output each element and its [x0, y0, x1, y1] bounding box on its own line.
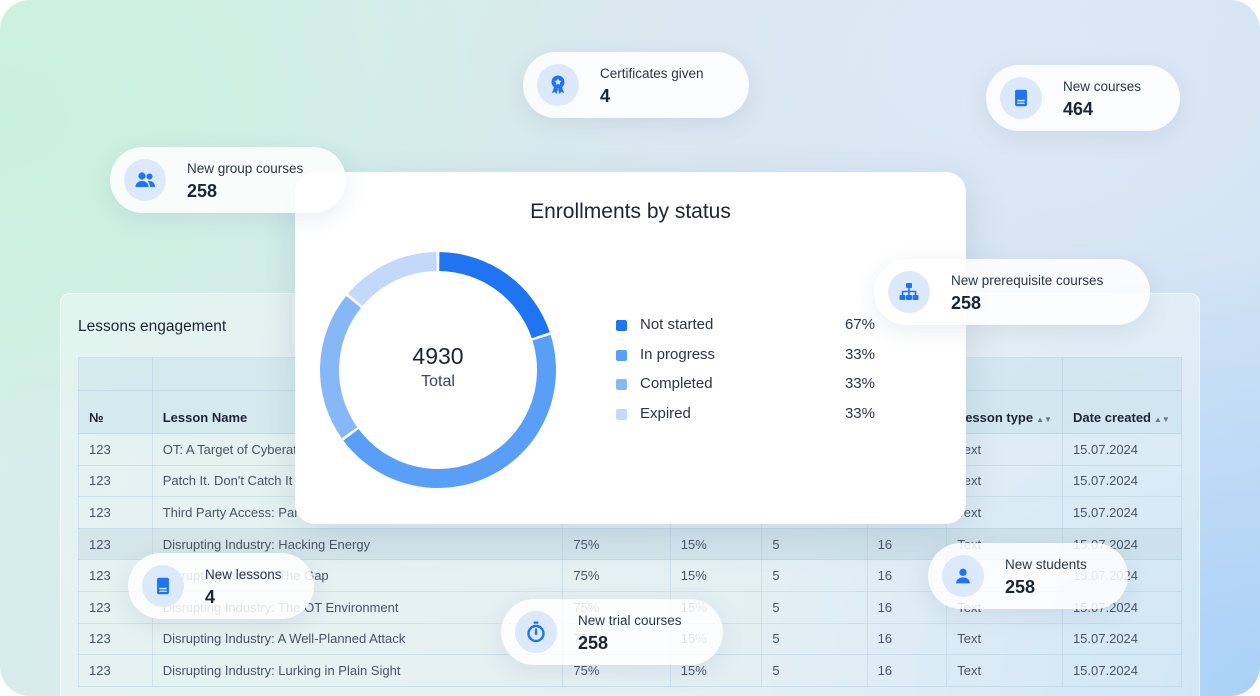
cell-c4: 16 [866, 654, 948, 687]
total-label: Total [421, 373, 455, 390]
stat-new-prerequisite-courses: New prerequisite courses 258 [874, 259, 1150, 325]
legend-percent: 67% [844, 316, 875, 333]
book-icon [1000, 77, 1042, 119]
donut-segment-completed[interactable] [320, 295, 361, 439]
legend-swatch [616, 320, 627, 331]
donut-segment-expired[interactable] [347, 252, 437, 306]
cell-date: 15.07.2024 [1061, 654, 1183, 687]
cell-c2: 15% [669, 654, 763, 687]
cell-c3: 5 [761, 590, 868, 624]
cell-c3: 5 [761, 622, 868, 656]
legend-percent: 33% [844, 345, 875, 363]
stat-certificates-given: Certificates given 4 [523, 52, 749, 118]
legend-item: Not started 67% [615, 316, 875, 346]
stat-new-group-courses: New group courses 258 [110, 147, 346, 213]
cell-c3: 5 [761, 654, 868, 687]
donut-segment-not-started[interactable] [439, 252, 550, 339]
stat-new-students: New students 258 [928, 543, 1128, 609]
cell-type: Text [946, 622, 1063, 656]
cell-date: 15.07.2024 [1061, 433, 1183, 466]
donut-total: 4930 Total [319, 343, 557, 391]
total-value: 4930 [412, 343, 464, 369]
legend-label: Completed [640, 375, 713, 392]
chart-legend: Not started 67% In progress 33% Completed 33%… [615, 316, 875, 434]
stat-new-courses: New courses 464 [986, 65, 1180, 131]
cell-c4: 16 [866, 527, 948, 561]
card-title: Enrollments by status [530, 200, 731, 223]
cell-c3: 5 [761, 527, 868, 561]
user-icon [942, 555, 984, 597]
panel-title: Lessons engagement [78, 318, 227, 335]
book-icon [142, 565, 184, 607]
legend-percent: 33% [844, 404, 875, 422]
cell-c2: 15% [669, 559, 763, 592]
cell-no: 123 [78, 654, 153, 687]
cell-c2: 15% [669, 527, 763, 561]
donut-segment-in-progress[interactable] [343, 334, 556, 489]
enrollments-card: Enrollments by status 4930 Total Not sta… [295, 172, 966, 524]
cell-c1: 75% [562, 527, 671, 561]
cell-no: 123 [78, 622, 153, 656]
legend-label: In progress [640, 345, 716, 363]
cell-no: 123 [78, 433, 153, 466]
legend-label: Expired [640, 404, 691, 422]
cell-no: 123 [78, 464, 153, 498]
cell-c1: 75% [562, 559, 671, 592]
col-header-date-created[interactable]: Date created ▲▼ [1061, 390, 1183, 434]
donut-chart [320, 252, 556, 489]
cell-date: 15.07.2024 [1061, 464, 1183, 498]
legend-percent: 33% [844, 375, 875, 392]
legend-label: Not started [640, 316, 714, 333]
sort-icon[interactable]: ▲▼ [1154, 415, 1170, 424]
users-icon [124, 159, 166, 201]
stat-new-lessons: New lessons 4 [128, 553, 314, 619]
legend-item: Expired 33% [615, 405, 875, 435]
stat-new-trial-courses: New trial courses 258 [501, 599, 723, 665]
cell-date: 15.07.2024 [1061, 622, 1183, 656]
cell-type: Text [946, 654, 1063, 687]
cell-c4: 16 [866, 622, 948, 656]
hierarchy-icon [888, 271, 930, 313]
legend-swatch [616, 408, 627, 420]
legend-swatch [616, 379, 627, 390]
cell-no: 123 [78, 496, 153, 529]
award-icon [537, 64, 579, 106]
cell-c3: 5 [761, 559, 868, 592]
cell-no: 123 [78, 527, 153, 561]
stopwatch-icon [515, 611, 557, 653]
legend-item: In progress 33% [615, 346, 875, 376]
cell-date: 15.07.2024 [1061, 496, 1183, 529]
legend-item: Completed 33% [615, 375, 875, 405]
col-header-no: № [78, 390, 153, 434]
cell-name: Disrupting Industry: Lurking in Plain Si… [151, 654, 564, 687]
col-header-lesson-type[interactable]: Lesson type ▲▼ [946, 390, 1063, 434]
legend-swatch [616, 349, 627, 361]
sort-icon[interactable]: ▲▼ [1036, 415, 1052, 424]
